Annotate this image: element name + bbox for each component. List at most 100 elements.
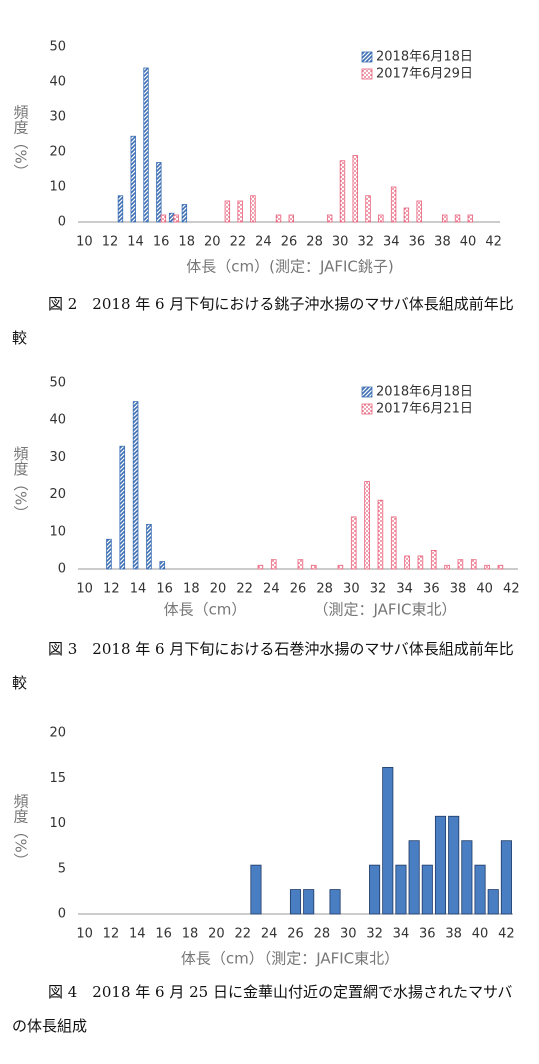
bar [457, 559, 464, 570]
bar [237, 200, 243, 223]
bar [369, 864, 381, 915]
bar [257, 564, 264, 570]
bar [442, 214, 448, 223]
bar [160, 214, 167, 223]
bar [146, 523, 152, 570]
x-tick-label: 20 [204, 235, 221, 250]
x-tick-label: 32 [370, 582, 387, 597]
x-tick-label: 42 [498, 927, 515, 942]
y-tick-label: 50 [49, 40, 66, 55]
x-tick-label: 40 [476, 582, 493, 597]
bar [364, 481, 370, 570]
x-tick-label: 16 [153, 235, 170, 250]
x-tick-label: 30 [340, 927, 357, 942]
y-tick-label: 15 [49, 771, 66, 786]
bar [444, 564, 450, 570]
x-tick-label: 24 [261, 927, 278, 942]
y-tick-label: 5 [58, 861, 66, 876]
x-tick-label: 18 [183, 582, 200, 597]
caption: 図 3 2018 年 6 月下旬における石巻沖水揚のマサバ体長組成前年比較 [12, 640, 514, 692]
x-tick-label: 18 [178, 235, 195, 250]
y-tick-label: 40 [49, 75, 66, 90]
bar [275, 214, 282, 223]
x-tick-label: 32 [357, 235, 374, 250]
bar [303, 889, 315, 915]
x-tick-label: 10 [76, 582, 93, 597]
x-tick-label: 14 [127, 235, 144, 250]
x-tick-label: 16 [156, 582, 173, 597]
bar [159, 561, 166, 570]
bar [224, 200, 231, 223]
legend-swatch [361, 68, 373, 80]
x-tick-label: 22 [236, 582, 253, 597]
bar [448, 815, 460, 915]
y-tick-label: 20 [49, 726, 66, 741]
x-tick-label: 10 [76, 927, 93, 942]
x-tick-label: 30 [332, 235, 349, 250]
x-tick-label: 24 [255, 235, 272, 250]
bar [474, 864, 486, 915]
x-tick-label: 38 [434, 235, 451, 250]
bar [461, 840, 473, 915]
bar [288, 214, 295, 223]
bar [130, 135, 136, 223]
bar [329, 889, 341, 915]
bar [454, 214, 461, 223]
x-tick-label: 28 [316, 582, 333, 597]
bar [390, 186, 397, 223]
x-tick-label: 26 [290, 582, 307, 597]
bar [378, 214, 384, 223]
y-tick-label: 10 [49, 180, 66, 195]
bar [484, 564, 490, 570]
legend-swatch [361, 386, 373, 398]
bar [404, 555, 410, 570]
x-tick-label: 42 [485, 235, 502, 250]
y-tick-label: 10 [49, 524, 66, 539]
x-tick-label: 14 [130, 582, 147, 597]
bar [430, 550, 437, 570]
x-axis-title: 体長（cm）(測定：JAFIC銚子) [186, 258, 394, 276]
bar [470, 559, 477, 570]
x-tick-label: 16 [155, 927, 172, 942]
bar [434, 815, 447, 915]
x-tick-label: 36 [423, 582, 440, 597]
y-axis-title: 頻度（%） [12, 105, 30, 179]
bar [421, 864, 433, 915]
bar [181, 204, 188, 223]
bar [326, 214, 333, 223]
bar [352, 155, 358, 223]
bar [497, 564, 504, 570]
x-tick-label: 18 [182, 927, 199, 942]
x-tick-label: 26 [287, 927, 304, 942]
x-axis-title: （測定：JAFIC東北） [314, 601, 457, 619]
x-tick-label: 12 [103, 582, 120, 597]
bar [467, 214, 474, 223]
x-tick-label: 14 [129, 927, 146, 942]
x-tick-label: 22 [230, 235, 247, 250]
x-tick-label: 26 [281, 235, 298, 250]
bar [117, 195, 124, 223]
caption: 図 2 2018 年 6 月下旬における銚子沖水揚のマサバ体長組成前年比較 [12, 295, 514, 347]
y-tick-label: 30 [49, 110, 66, 125]
x-tick-label: 34 [383, 235, 400, 250]
x-tick-label: 36 [409, 235, 426, 250]
bar [119, 445, 126, 570]
y-tick-label: 30 [49, 450, 66, 465]
y-tick-label: 0 [58, 215, 66, 230]
bar [390, 516, 397, 570]
legend-label: 2018年6月18日 [376, 385, 473, 400]
bar [350, 516, 357, 570]
caption: 図 4 2018 年 6 月 25 日に金華山付近の定置網で水揚されたマサバの体… [12, 983, 513, 1035]
x-tick-label: 12 [102, 235, 119, 250]
y-tick-label: 50 [49, 376, 66, 391]
x-tick-label: 40 [472, 927, 489, 942]
bar [500, 840, 512, 915]
x-tick-label: 32 [366, 927, 383, 942]
bar [250, 195, 256, 223]
y-tick-label: 10 [49, 816, 66, 831]
bar [408, 840, 420, 915]
bar [365, 195, 371, 223]
x-tick-label: 10 [76, 235, 93, 250]
bar [377, 499, 384, 570]
